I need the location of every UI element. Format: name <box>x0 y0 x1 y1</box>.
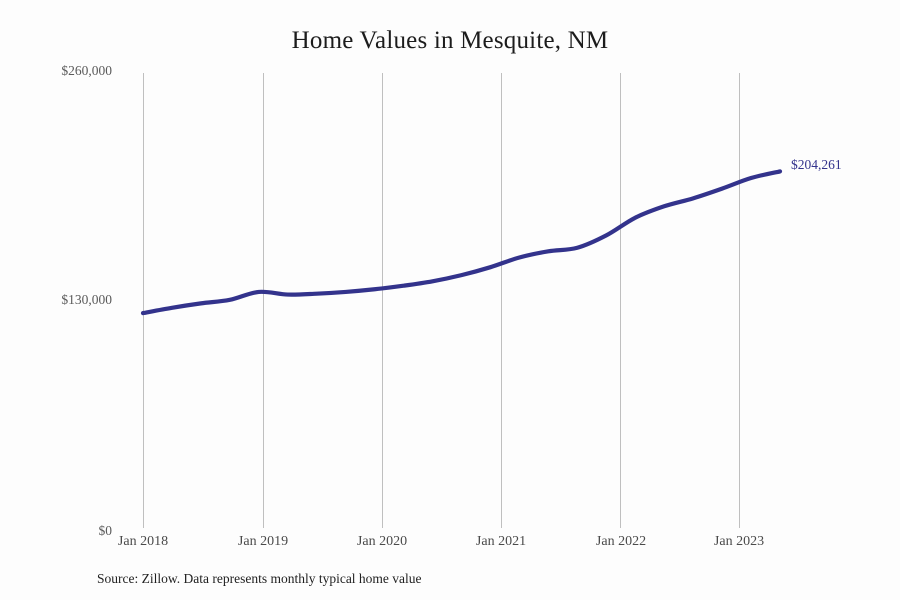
x-axis-tick-jan-2019: Jan 2019 <box>237 534 289 549</box>
x-axis-tick-jan-2022: Jan 2022 <box>595 534 647 549</box>
y-axis-tick-bottom: $0 <box>98 523 113 538</box>
x-axis-tick-jan-2023: Jan 2023 <box>713 534 765 549</box>
x-axis-tick-jan-2021: Jan 2021 <box>475 534 527 549</box>
gridlines <box>143 73 740 528</box>
x-axis-tick-jan-2020: Jan 2020 <box>356 534 408 549</box>
x-axis-tick-jan-2018: Jan 2018 <box>117 534 169 549</box>
source-note: Source: Zillow. Data represents monthly … <box>97 571 422 586</box>
end-value-annotation: $204,261 <box>791 157 842 172</box>
data-line-series <box>140 169 783 316</box>
y-axis-tick-middle: $130,000 <box>61 292 112 307</box>
chart-title: Home Values in Mesquite, NM <box>291 27 609 54</box>
y-axis-tick-top: $260,000 <box>61 63 112 78</box>
